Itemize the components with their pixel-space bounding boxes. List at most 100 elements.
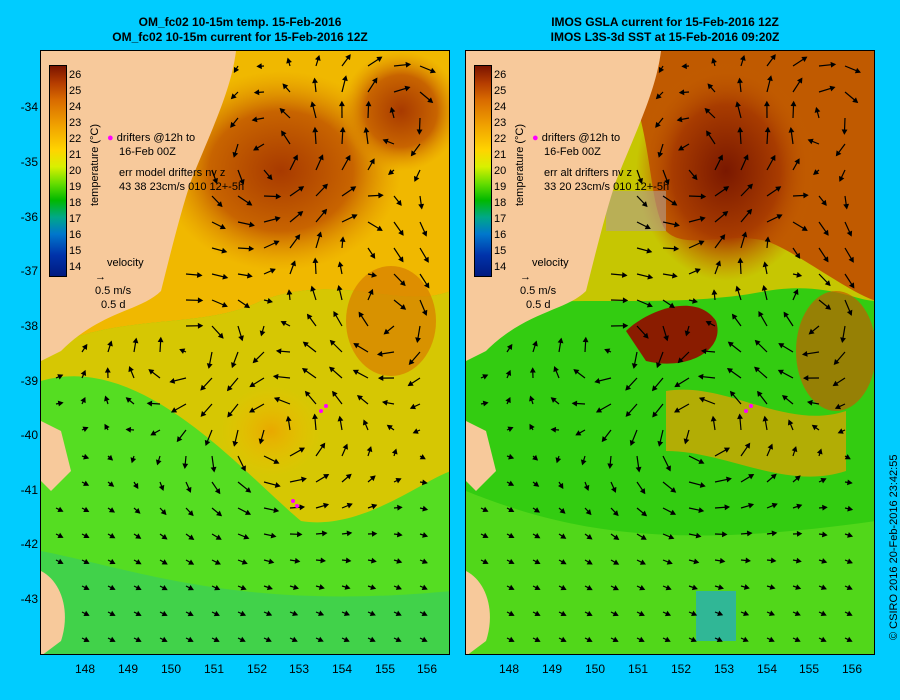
current-arrowhead [678, 145, 685, 151]
colorbar-tick: 16 [69, 229, 82, 241]
current-arrowhead [396, 531, 403, 538]
current-arrowhead [290, 260, 296, 267]
lat-tick: -43 [20, 592, 38, 606]
current-arrowhead [169, 378, 176, 384]
err-line1: err alt drifters nv z [544, 167, 633, 179]
current-arrowhead [735, 285, 741, 292]
current-arrowhead [625, 410, 632, 417]
current-arrowhead [699, 216, 706, 222]
current-arrowhead [421, 230, 428, 237]
current-arrowhead [299, 504, 306, 511]
current-arrowhead [612, 610, 619, 617]
current-arrowhead [769, 584, 776, 590]
current-arrowhead [310, 285, 316, 292]
current-arrowhead [396, 199, 402, 206]
colorbar [474, 65, 492, 277]
current-arrowhead [550, 426, 557, 433]
lat-tick: -35 [20, 155, 38, 169]
current-arrowhead [239, 636, 246, 643]
current-arrowhead [376, 225, 383, 231]
current-arrowhead [318, 610, 325, 616]
drifter-icon: ● [532, 132, 539, 144]
err-line1: err model drifters nv z [119, 167, 226, 179]
current-arrowhead [674, 221, 680, 228]
current-arrowhead [704, 107, 711, 114]
current-arrowhead [346, 530, 353, 537]
warm-filament [626, 305, 718, 364]
current-arrowhead [286, 57, 292, 64]
current-arrowhead [803, 192, 809, 199]
land-tasmania [41, 571, 65, 654]
current-arrowhead [806, 399, 813, 406]
current-arrowhead [754, 366, 760, 373]
current-arrowhead [508, 636, 515, 643]
velocity-label: velocity [107, 257, 144, 269]
velocity-speed: 0.5 m/s [95, 285, 132, 297]
lon-tick: 151 [627, 662, 649, 676]
current-arrowhead [217, 332, 224, 339]
current-arrowhead [768, 610, 775, 616]
current-arrowhead [722, 210, 729, 217]
current-arrowhead [391, 448, 398, 455]
current-arrowhead [820, 610, 827, 616]
current-arrowhead [612, 510, 619, 517]
current-arrowhead [795, 584, 802, 590]
current-arrowhead [691, 584, 698, 591]
current-arrowhead [365, 100, 372, 107]
current-arrowhead [212, 177, 218, 184]
current-arrowhead [770, 54, 776, 61]
lon-tick: 156 [416, 662, 438, 676]
current-arrowhead [319, 442, 326, 449]
current-arrowhead [418, 203, 425, 210]
current-arrowhead [267, 298, 273, 304]
drifters-line1: drifters @12h to [116, 132, 196, 144]
current-arrowhead [369, 610, 376, 616]
current-arrowhead [404, 85, 411, 92]
current-arrowhead [560, 584, 567, 591]
current-arrowhead [767, 443, 773, 450]
current-arrowhead [214, 488, 221, 495]
lon-tick: 149 [117, 662, 139, 676]
current-arrowhead [768, 636, 775, 643]
velocity-legend: velocity → 0.5 m/s 0.5 d [518, 256, 569, 312]
current-arrowhead [238, 335, 244, 342]
current-arrowhead [832, 380, 839, 387]
current-arrowhead [829, 85, 836, 92]
current-arrowhead [415, 337, 421, 344]
colorbar [49, 65, 67, 277]
current-arrowhead [312, 126, 319, 133]
current-arrowhead [57, 400, 64, 407]
current-arrowhead [109, 636, 116, 643]
current-arrowhead [356, 395, 363, 401]
current-arrowhead [794, 636, 801, 643]
current-arrowhead [748, 502, 755, 509]
current-arrowhead [813, 169, 820, 175]
current-arrowhead [841, 129, 848, 135]
left-title-line1: OM_fc02 10-15m temp. 15-Feb-2016 [138, 15, 342, 29]
current-arrowhead [816, 448, 823, 455]
current-arrowhead [706, 130, 712, 137]
current-arrowhead [423, 256, 429, 263]
current-arrowhead [639, 488, 646, 495]
current-arrowhead [197, 297, 204, 304]
current-arrowhead [83, 453, 90, 460]
current-arrowhead [215, 534, 222, 540]
velocity-label: velocity [532, 257, 569, 269]
current-arrowhead [274, 216, 281, 222]
current-arrowhead [754, 339, 761, 346]
colorbar-tick: 20 [69, 165, 82, 177]
current-arrowhead [210, 466, 217, 473]
current-arrowhead [508, 558, 515, 565]
current-arrowhead [767, 75, 773, 82]
current-arrowhead [161, 559, 168, 565]
current-arrowhead [382, 138, 389, 145]
current-arrowhead [533, 481, 540, 487]
lon-tick: 156 [841, 662, 863, 676]
current-arrowhead [601, 436, 608, 443]
current-arrowhead [837, 428, 844, 434]
current-arrowhead [698, 507, 705, 513]
current-arrowhead [186, 486, 192, 493]
current-arrowhead [737, 413, 743, 420]
current-arrowhead [657, 440, 664, 447]
drifters-line2: 16-Feb 00Z [544, 146, 601, 158]
